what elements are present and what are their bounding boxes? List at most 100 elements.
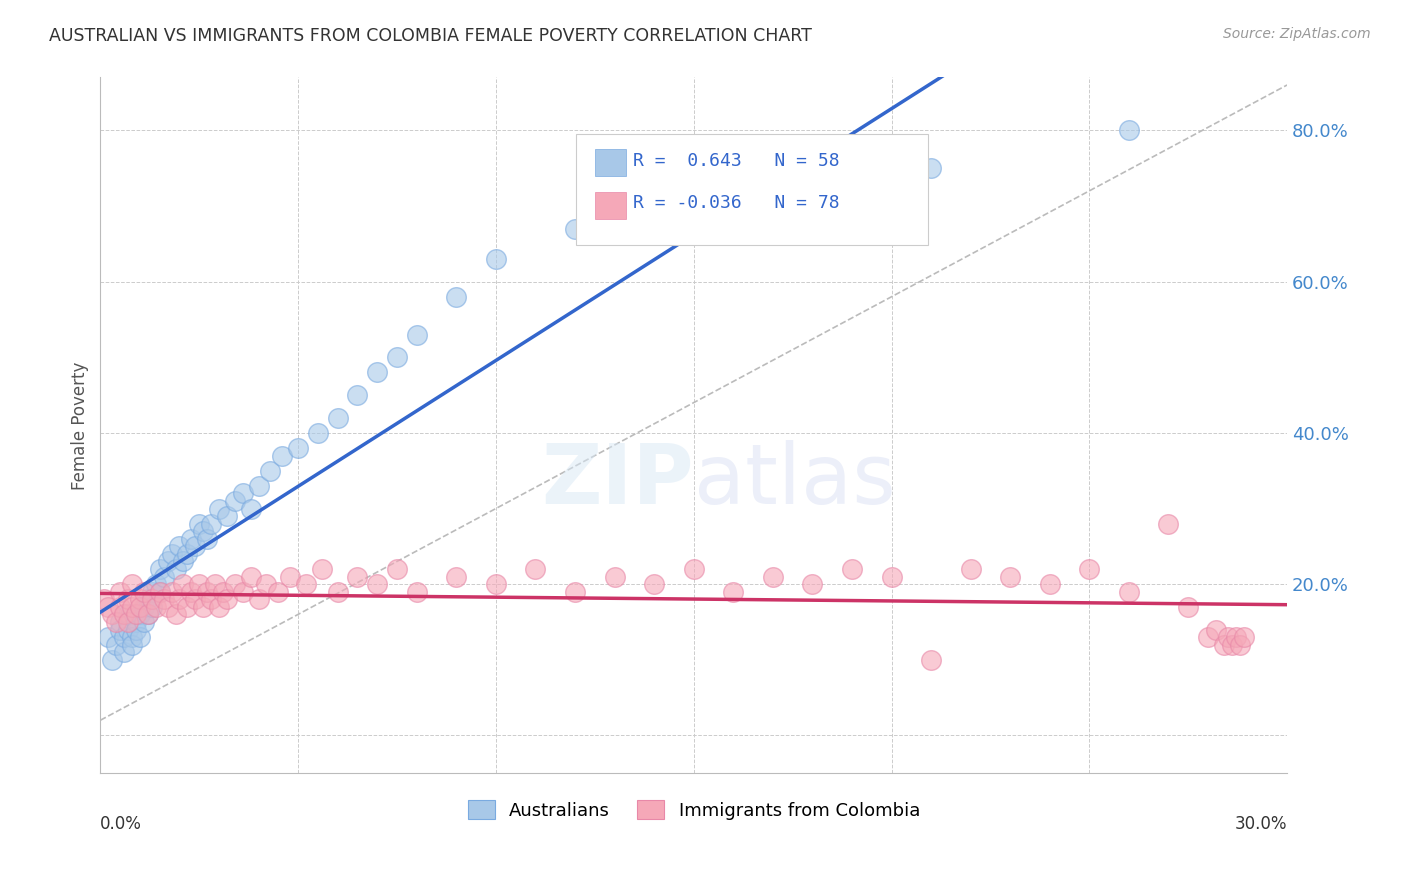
Point xyxy=(193,524,215,539)
Text: R =  0.643   N = 58: R = 0.643 N = 58 xyxy=(633,152,839,169)
Point xyxy=(762,569,785,583)
Y-axis label: Female Poverty: Female Poverty xyxy=(72,361,89,490)
Point xyxy=(180,584,202,599)
Point xyxy=(1039,577,1062,591)
Point xyxy=(1177,599,1199,614)
Point xyxy=(446,290,468,304)
Point xyxy=(121,638,143,652)
Point xyxy=(105,615,128,629)
Point xyxy=(172,577,194,591)
Point xyxy=(195,532,218,546)
Point xyxy=(149,562,172,576)
Point xyxy=(165,607,187,622)
Point xyxy=(564,221,586,235)
Point xyxy=(405,327,427,342)
Point xyxy=(165,562,187,576)
Text: 30.0%: 30.0% xyxy=(1234,815,1286,833)
Point xyxy=(176,547,198,561)
Point xyxy=(141,599,163,614)
Text: AUSTRALIAN VS IMMIGRANTS FROM COLOMBIA FEMALE POVERTY CORRELATION CHART: AUSTRALIAN VS IMMIGRANTS FROM COLOMBIA F… xyxy=(49,27,813,45)
Point xyxy=(259,464,281,478)
Point xyxy=(1216,630,1239,644)
Point xyxy=(112,607,135,622)
Point xyxy=(1078,562,1101,576)
Point xyxy=(125,623,148,637)
Point xyxy=(998,569,1021,583)
Point xyxy=(1225,630,1247,644)
Point xyxy=(121,599,143,614)
Point xyxy=(1118,584,1140,599)
Point xyxy=(801,577,824,591)
Point xyxy=(485,577,508,591)
Point xyxy=(564,584,586,599)
Point xyxy=(278,569,301,583)
Point xyxy=(117,615,139,629)
Point xyxy=(101,607,124,622)
Point xyxy=(1118,123,1140,137)
Point xyxy=(149,584,172,599)
Point xyxy=(1220,638,1243,652)
Point xyxy=(108,599,131,614)
Text: Source: ZipAtlas.com: Source: ZipAtlas.com xyxy=(1223,27,1371,41)
Point xyxy=(136,592,159,607)
Point xyxy=(132,599,155,614)
Text: R = -0.036   N = 78: R = -0.036 N = 78 xyxy=(633,194,839,212)
Point xyxy=(188,577,211,591)
Point xyxy=(326,410,349,425)
Point xyxy=(224,577,246,591)
Point xyxy=(366,577,388,591)
Point xyxy=(239,569,262,583)
Point xyxy=(108,615,131,629)
Point xyxy=(156,599,179,614)
Point xyxy=(129,607,152,622)
Text: 0.0%: 0.0% xyxy=(100,815,142,833)
Point xyxy=(172,554,194,568)
Point xyxy=(920,161,942,176)
Point xyxy=(959,562,981,576)
Point xyxy=(880,569,903,583)
Point xyxy=(117,607,139,622)
Point xyxy=(212,584,235,599)
Point xyxy=(149,584,172,599)
Point xyxy=(295,577,318,591)
Point xyxy=(145,577,167,591)
Point xyxy=(287,441,309,455)
Point xyxy=(1232,630,1254,644)
Point xyxy=(125,615,148,629)
Point xyxy=(112,630,135,644)
Point xyxy=(247,479,270,493)
Point xyxy=(307,425,329,440)
Point xyxy=(117,592,139,607)
Point xyxy=(129,630,152,644)
Point xyxy=(204,577,226,591)
Point xyxy=(195,584,218,599)
Point xyxy=(841,562,863,576)
Point xyxy=(129,599,152,614)
Point xyxy=(311,562,333,576)
Point xyxy=(200,516,222,531)
Point xyxy=(125,607,148,622)
Point xyxy=(1229,638,1251,652)
Point xyxy=(346,569,368,583)
Point xyxy=(271,449,294,463)
Point xyxy=(97,599,120,614)
Point xyxy=(643,577,665,591)
Point xyxy=(160,584,183,599)
Point xyxy=(346,388,368,402)
Point xyxy=(129,592,152,607)
Point xyxy=(326,584,349,599)
Point xyxy=(247,592,270,607)
Point xyxy=(385,351,408,365)
Point xyxy=(385,562,408,576)
Point xyxy=(682,199,704,213)
Point xyxy=(112,645,135,659)
Point xyxy=(446,569,468,583)
Point xyxy=(180,532,202,546)
Point xyxy=(184,539,207,553)
Point xyxy=(160,547,183,561)
Point xyxy=(208,501,231,516)
Point xyxy=(366,365,388,379)
Point xyxy=(105,638,128,652)
Point xyxy=(145,599,167,614)
Point xyxy=(121,577,143,591)
